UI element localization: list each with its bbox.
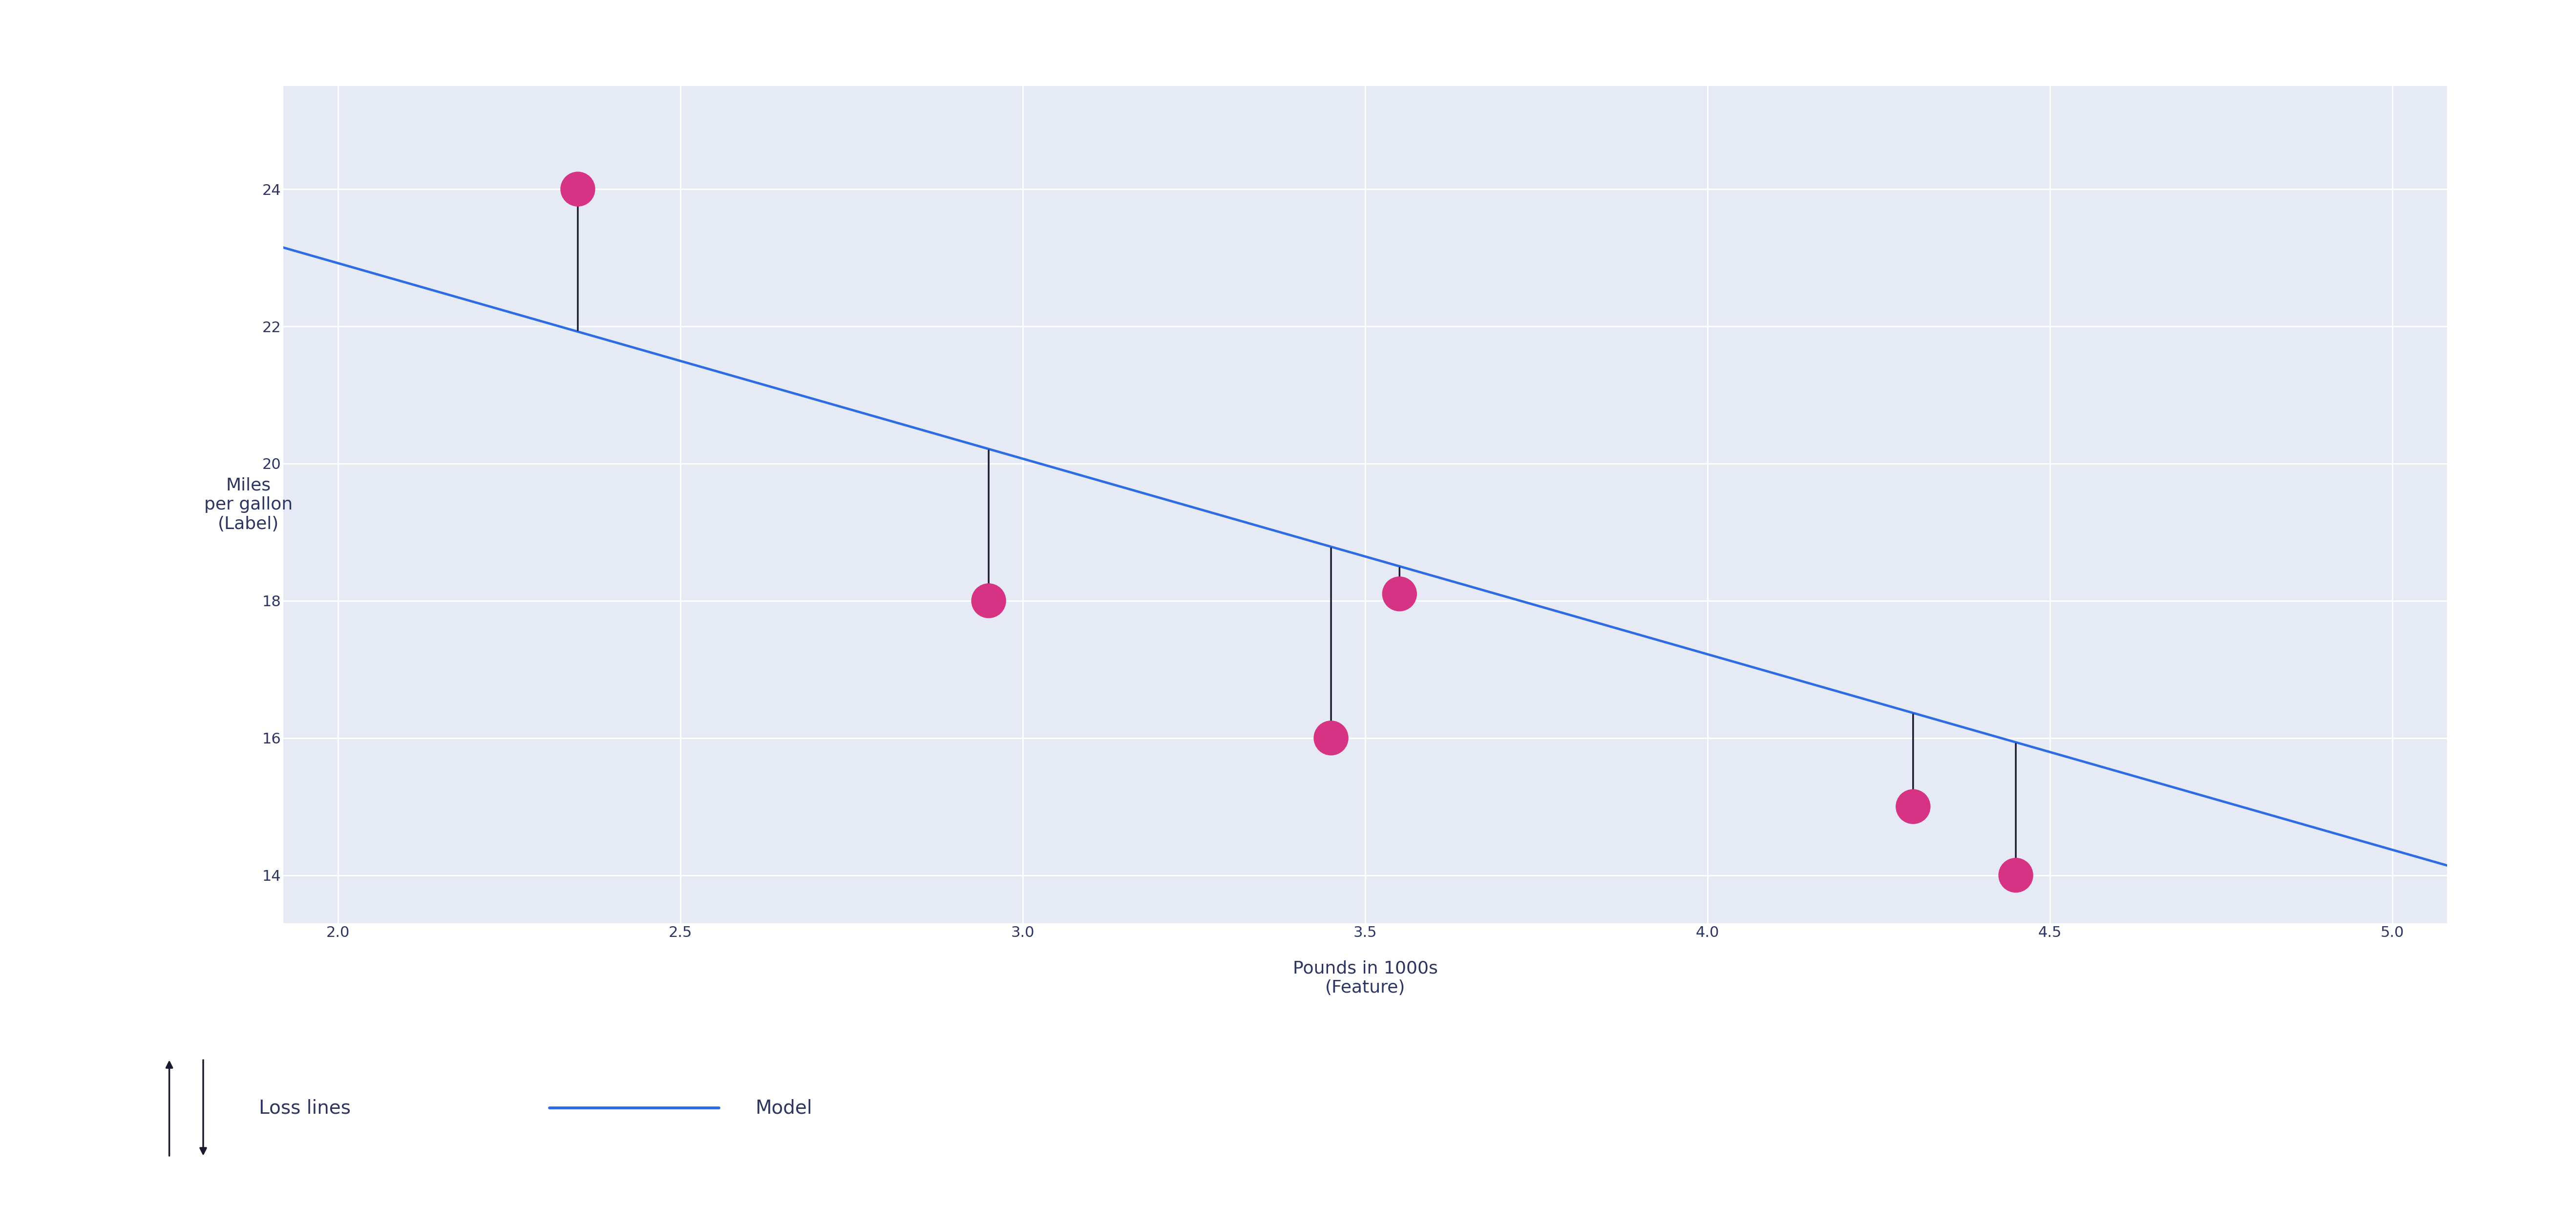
- X-axis label: Pounds in 1000s
(Feature): Pounds in 1000s (Feature): [1293, 960, 1437, 996]
- Text: Loss lines: Loss lines: [258, 1098, 350, 1118]
- Point: [1378, 583, 1419, 603]
- Point: [1893, 796, 1935, 816]
- Point: [969, 591, 1010, 611]
- Point: [1996, 865, 2038, 885]
- Point: [1311, 729, 1352, 748]
- Point: [556, 180, 598, 199]
- Y-axis label: Miles
per gallon
(Label): Miles per gallon (Label): [204, 478, 294, 532]
- Text: Model: Model: [755, 1098, 811, 1118]
